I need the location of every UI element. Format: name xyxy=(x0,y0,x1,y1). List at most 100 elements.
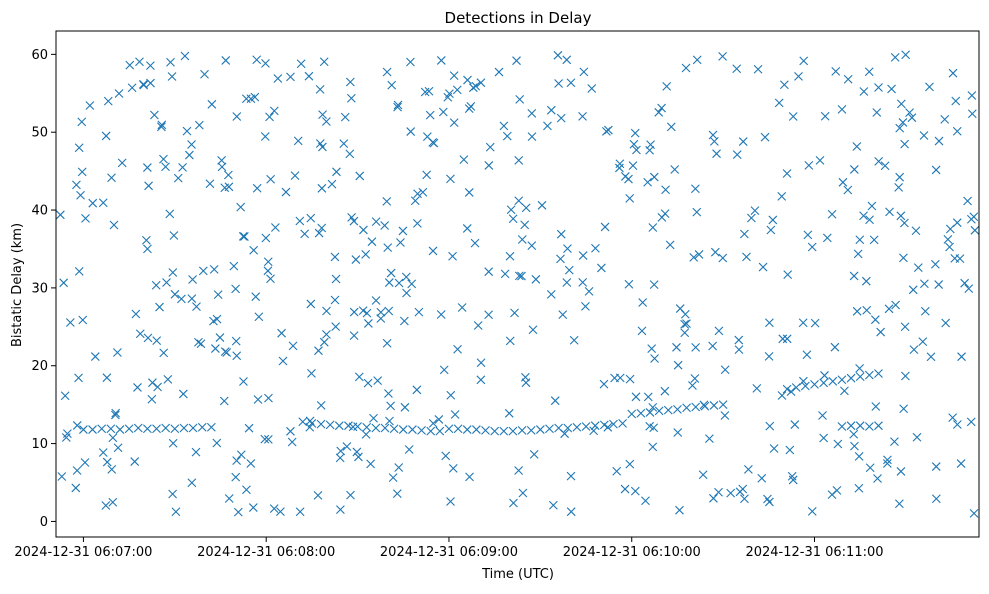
data-point xyxy=(90,352,100,361)
data-point xyxy=(631,392,641,402)
x-tick-label: 2024-12-31 06:09:00 xyxy=(380,545,518,560)
data-point xyxy=(943,235,953,244)
data-point xyxy=(955,254,965,264)
data-point xyxy=(807,506,817,516)
data-point xyxy=(957,352,966,362)
data-point xyxy=(446,174,455,184)
data-point xyxy=(649,280,659,290)
data-point xyxy=(919,131,929,140)
data-point xyxy=(859,211,868,221)
data-point xyxy=(499,121,509,131)
data-point xyxy=(648,442,658,452)
data-point xyxy=(931,462,941,471)
data-point xyxy=(632,145,641,155)
data-point xyxy=(827,209,837,219)
data-point xyxy=(210,344,220,353)
data-point xyxy=(612,466,622,476)
data-point xyxy=(527,241,537,251)
data-point xyxy=(102,457,112,467)
data-point xyxy=(562,55,572,65)
data-point xyxy=(418,187,428,197)
track-point xyxy=(682,403,691,413)
data-point xyxy=(752,383,762,393)
track-point xyxy=(398,425,408,434)
data-point xyxy=(215,333,225,342)
data-point xyxy=(443,92,453,102)
track-point xyxy=(581,422,591,431)
data-point xyxy=(205,179,215,189)
data-point xyxy=(521,203,531,213)
data-point xyxy=(74,373,83,383)
data-point xyxy=(88,198,98,208)
data-point xyxy=(173,173,183,183)
data-point xyxy=(361,429,371,439)
data-point xyxy=(159,348,169,358)
data-point xyxy=(712,149,721,159)
data-point xyxy=(240,232,249,241)
data-point xyxy=(345,77,355,87)
data-point xyxy=(849,429,859,439)
data-point xyxy=(630,128,640,138)
data-point xyxy=(510,308,519,318)
track-point xyxy=(97,424,107,434)
data-point xyxy=(232,456,242,466)
data-point xyxy=(110,410,120,420)
data-point xyxy=(264,393,273,403)
data-point xyxy=(212,438,222,448)
data-point xyxy=(966,417,976,427)
data-point xyxy=(464,188,474,197)
data-point xyxy=(900,139,910,149)
track-point xyxy=(837,422,847,431)
data-point xyxy=(726,488,736,498)
data-point xyxy=(386,401,396,411)
data-point xyxy=(98,198,108,208)
data-point xyxy=(820,371,829,380)
data-point xyxy=(384,306,394,316)
data-point xyxy=(251,292,261,302)
data-point xyxy=(714,326,724,336)
data-point xyxy=(578,111,587,121)
data-point xyxy=(505,251,515,261)
data-point xyxy=(628,161,638,171)
data-point xyxy=(596,263,606,273)
data-point xyxy=(739,229,749,239)
data-point xyxy=(948,68,958,78)
track-point xyxy=(874,369,883,378)
data-point xyxy=(951,96,961,106)
data-point xyxy=(649,172,659,182)
track-point xyxy=(572,422,582,432)
data-point xyxy=(287,437,297,447)
data-point xyxy=(798,318,808,328)
data-point xyxy=(219,396,229,406)
data-point xyxy=(313,490,323,500)
data-point xyxy=(101,131,111,141)
y-axis: 0 10 20 30 40 50 60 xyxy=(31,48,56,530)
x-axis: 2024-12-31 06:07:00 2024-12-31 06:08:00 20… xyxy=(14,537,884,560)
data-point xyxy=(327,179,337,189)
data-point xyxy=(819,433,829,443)
data-point xyxy=(349,331,359,340)
data-point xyxy=(760,132,770,142)
data-point xyxy=(895,172,905,182)
data-point xyxy=(852,306,862,316)
data-point xyxy=(764,352,774,361)
data-point xyxy=(188,275,197,284)
data-point xyxy=(896,211,906,221)
data-point xyxy=(610,373,619,383)
data-point xyxy=(304,71,314,81)
y-tick-label: 50 xyxy=(31,126,48,141)
data-point xyxy=(276,507,285,517)
data-point xyxy=(149,110,159,120)
data-point xyxy=(244,423,254,433)
track-point xyxy=(791,383,801,392)
data-point xyxy=(171,507,181,517)
track-point xyxy=(444,424,454,434)
data-point xyxy=(665,240,675,250)
data-point xyxy=(161,162,170,172)
data-point xyxy=(233,507,243,517)
data-point xyxy=(401,272,411,282)
data-point xyxy=(239,377,248,386)
data-point xyxy=(484,267,494,277)
data-point xyxy=(253,395,263,404)
data-point xyxy=(300,229,310,239)
